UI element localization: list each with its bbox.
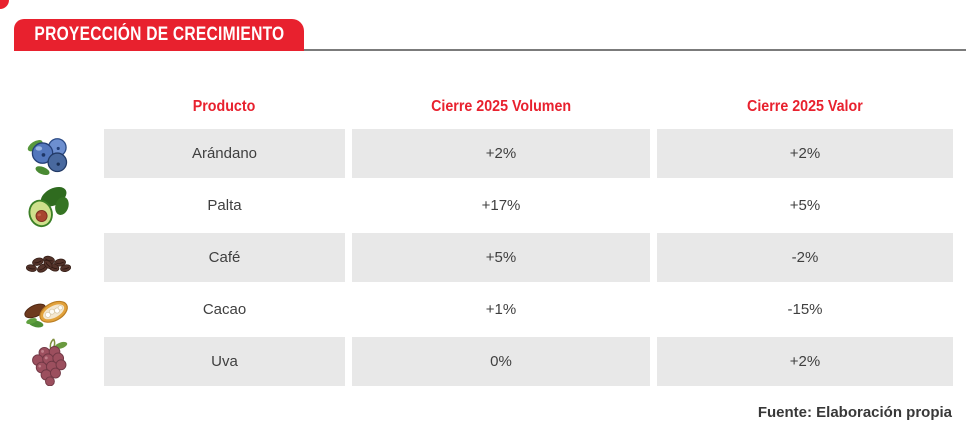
product-name-cell: Arándano: [104, 129, 345, 178]
volumen-cell: 0%: [352, 337, 650, 386]
valor-cell: +2%: [657, 129, 953, 178]
source-note: Fuente: Elaboración propia: [757, 404, 952, 421]
icon-column-header: [0, 88, 97, 126]
column-header-valor: Cierre 2025 Valor: [657, 88, 953, 126]
product-icon-cell: [0, 129, 97, 178]
column-header-producto: Producto: [104, 88, 345, 126]
product-name-cell: Uva: [104, 337, 345, 386]
volumen-cell: +17%: [481, 197, 521, 214]
grapes-icon: [21, 337, 77, 386]
column-header-label: Cierre 2025 Valor: [747, 98, 863, 115]
column-header-label: Cierre 2025 Volumen: [430, 98, 572, 115]
column-header-volumen: Cierre 2025 Volumen: [352, 88, 650, 126]
product-name-cell: Palta: [207, 197, 242, 214]
valor-cell: +2%: [657, 337, 953, 386]
valor-cell: -15%: [787, 301, 823, 318]
cacao-icon: [21, 286, 77, 334]
product-name-cell: Cacao: [202, 301, 247, 318]
product-icon-cell: [0, 181, 97, 230]
section-title-banner: PROYECCIÓN DE CRECIMIENTO: [14, 19, 304, 51]
valor-cell: -2%: [657, 233, 953, 282]
valor-cell: +5%: [789, 197, 821, 214]
volumen-cell: +1%: [485, 301, 517, 318]
projection-table: Producto Cierre 2025 Volumen Cierre 2025…: [0, 88, 953, 386]
corner-accent-shape: [0, 0, 9, 9]
product-icon-cell: [0, 337, 97, 386]
header-divider-line: [14, 49, 966, 51]
volumen-cell: +2%: [352, 129, 650, 178]
product-icon-cell: [0, 233, 97, 282]
coffee-icon: [21, 234, 77, 282]
product-icon-cell: [0, 285, 97, 334]
volumen-cell: +5%: [352, 233, 650, 282]
section-title: PROYECCIÓN DE CRECIMIENTO: [34, 24, 285, 45]
blueberry-icon: [21, 130, 77, 178]
product-name-cell: Café: [104, 233, 345, 282]
avocado-icon: [21, 182, 77, 230]
column-header-label: Producto: [193, 98, 256, 115]
